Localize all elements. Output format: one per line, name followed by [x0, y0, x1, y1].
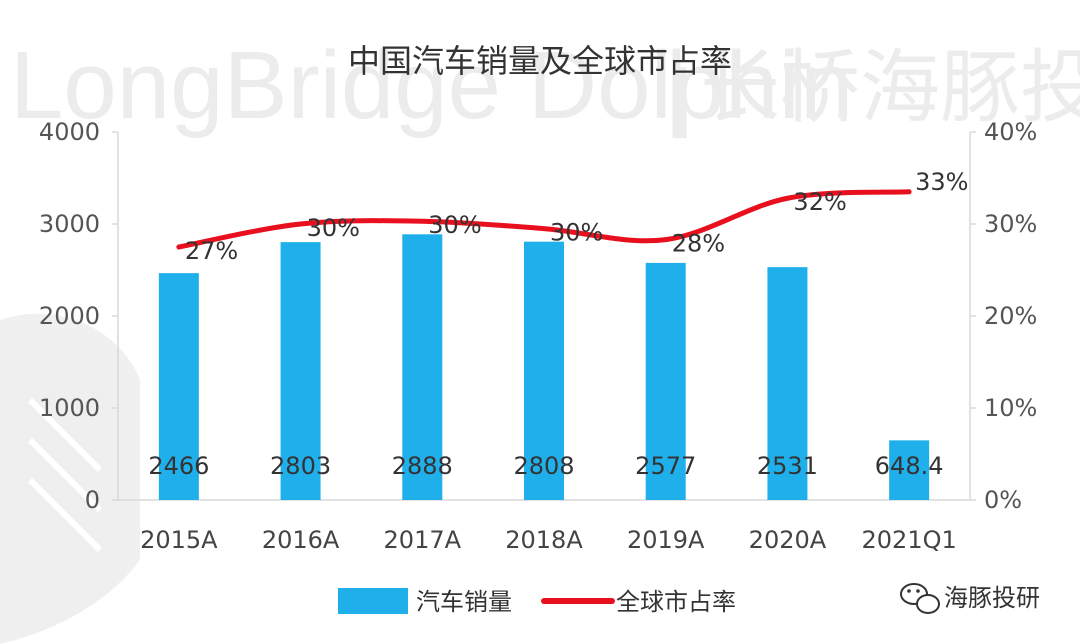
- legend-swatch-bar: [338, 588, 408, 614]
- bar-data-label: 2531: [757, 452, 818, 480]
- line-data-label: 32%: [793, 188, 846, 216]
- legend-label-line: 全球市占率: [616, 588, 736, 616]
- bar-data-label: 2466: [148, 452, 209, 480]
- watermark-separator: |: [664, 32, 689, 139]
- line-data-label: 28%: [672, 230, 725, 258]
- x-tick-label: 2017A: [384, 526, 462, 554]
- line-data-label: 30%: [550, 219, 603, 247]
- legend-label-bar: 汽车销量: [416, 588, 512, 616]
- x-tick-label: 2019A: [627, 526, 705, 554]
- bar-data-label: 2577: [635, 452, 696, 480]
- y-right-tick-label: 20%: [984, 302, 1037, 330]
- watermark-text-cn: 长桥海豚投研: [700, 41, 1080, 134]
- watermark-text-en: LongBridge Dolphin: [10, 32, 853, 139]
- bar-data-label: 648.4: [875, 452, 944, 480]
- line-series: 27% 30% 30% 30% 28% 32% 33%: [176, 168, 968, 265]
- y-right-tick-label: 10%: [984, 394, 1037, 422]
- y-axis-right: 0% 10% 20% 30% 40%: [969, 118, 1037, 514]
- y-right-tick-label: 40%: [984, 118, 1037, 146]
- x-tick-label: 2016A: [262, 526, 340, 554]
- x-tick-label: 2020A: [749, 526, 827, 554]
- chart-title: 中国汽车销量及全球市占率: [348, 42, 732, 80]
- bar-data-label: 2808: [513, 452, 574, 480]
- line-data-label: 30%: [307, 214, 360, 242]
- bar: [158, 273, 199, 500]
- bar: [524, 241, 564, 500]
- bar: [645, 262, 686, 500]
- y-left-tick-label: 2000: [39, 302, 100, 330]
- dolphin-logo-watermark: [0, 313, 140, 644]
- line-data-label: 33%: [915, 168, 968, 196]
- bar-series: 2466 2803 2888 2808 2577 2531 648.4: [148, 234, 944, 500]
- y-axis-left: 0 1000 2000 3000 4000: [39, 118, 119, 514]
- line-data-label: 30%: [428, 211, 481, 239]
- bar: [280, 242, 321, 500]
- x-tick-label: 2015A: [140, 526, 218, 554]
- y-left-tick-label: 1000: [39, 394, 100, 422]
- y-left-tick-label: 3000: [39, 210, 100, 238]
- y-left-tick-label: 4000: [39, 118, 100, 146]
- wechat-icon: [900, 583, 940, 614]
- y-left-tick-label: 0: [85, 486, 100, 514]
- bar: [889, 440, 930, 500]
- line-data-label: 27%: [185, 237, 238, 265]
- source-badge: 海豚投研: [900, 583, 1040, 614]
- source-badge-text: 海豚投研: [944, 584, 1040, 612]
- bar-data-label: 2888: [392, 452, 453, 480]
- x-tick-label: 2021Q1: [862, 526, 957, 554]
- x-axis: 2015A 2016A 2017A 2018A 2019A 2020A 2021Q1: [140, 526, 957, 554]
- bar-data-label: 2803: [270, 452, 331, 480]
- x-tick-label: 2018A: [505, 526, 583, 554]
- bar: [402, 234, 443, 500]
- watermark: LongBridge Dolphin | 长桥海豚投研: [0, 32, 1080, 644]
- legend: 汽车销量 全球市占率: [338, 588, 736, 616]
- line-path: [176, 189, 912, 250]
- y-right-tick-label: 30%: [984, 210, 1037, 238]
- y-right-tick-label: 0%: [984, 486, 1022, 514]
- bar: [767, 267, 808, 500]
